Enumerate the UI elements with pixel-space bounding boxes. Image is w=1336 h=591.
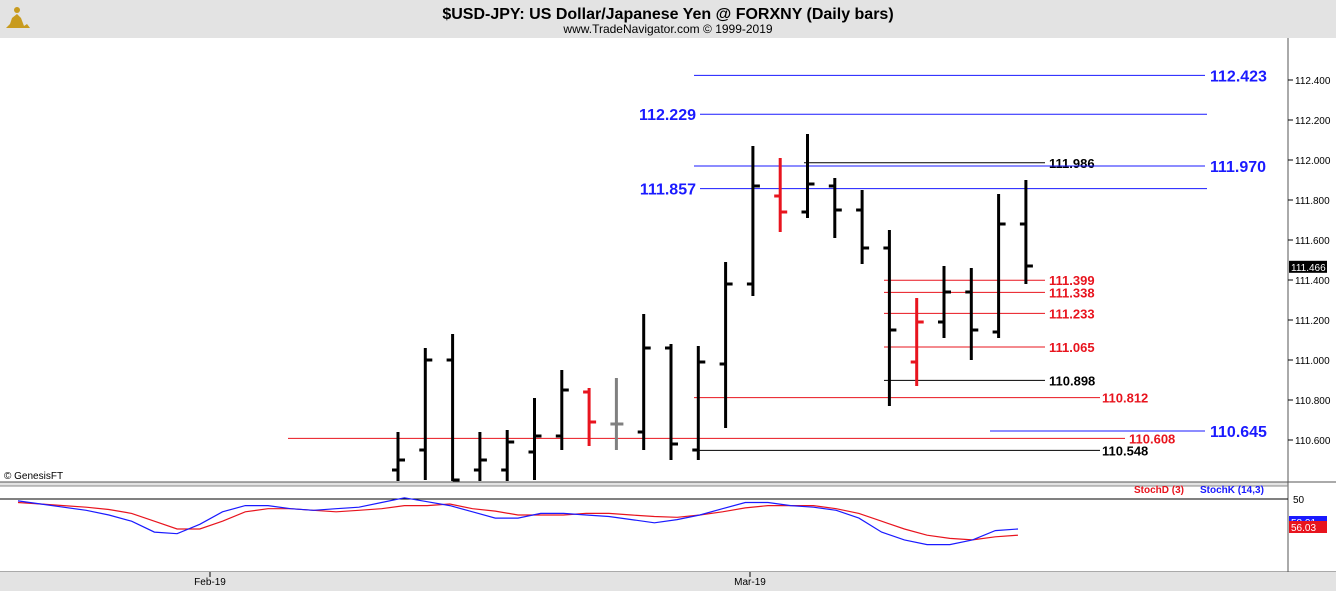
ohlc-bar bbox=[665, 344, 678, 460]
level-label: 110.608 bbox=[1129, 431, 1175, 446]
x-tick-label: Feb-19 bbox=[194, 577, 226, 588]
x-tick-label: Mar-19 bbox=[734, 577, 766, 588]
y-tick-label: 112.200 bbox=[1295, 116, 1331, 127]
level-label: 110.548 bbox=[1102, 443, 1148, 458]
time-axis-labels: Feb-19 Mar-19 bbox=[194, 572, 766, 588]
ohlc-bar bbox=[801, 134, 815, 218]
stoch-y-tick: 50 bbox=[1293, 495, 1305, 506]
price-axis-panel bbox=[1288, 38, 1336, 572]
bars-layer bbox=[392, 134, 1033, 482]
ohlc-bar bbox=[719, 262, 733, 428]
stochastic-panel bbox=[0, 486, 1288, 572]
ohlc-bar bbox=[910, 298, 924, 386]
ohlc-bar bbox=[419, 348, 433, 480]
level-label: 110.645 bbox=[1210, 424, 1267, 441]
y-tick-label: 110.600 bbox=[1295, 436, 1331, 447]
level-label: 110.812 bbox=[1102, 391, 1148, 406]
legend-stochd: StochD (3) bbox=[1134, 485, 1184, 496]
current-price-box bbox=[1289, 260, 1327, 273]
legend-stochk: StochK (14,3) bbox=[1200, 485, 1264, 496]
ohlc-bar bbox=[528, 398, 542, 480]
ohlc-bar bbox=[392, 432, 405, 481]
level-label: 111.233 bbox=[1049, 306, 1095, 321]
level-label: 111.857 bbox=[640, 182, 696, 199]
ohlc-bar bbox=[446, 334, 460, 482]
time-axis bbox=[0, 572, 1336, 591]
stochd-value-box bbox=[1289, 521, 1327, 533]
ohlc-bar bbox=[501, 430, 515, 481]
ohlc-bar bbox=[828, 178, 842, 238]
ohlc-bar bbox=[555, 370, 569, 450]
stoch-line bbox=[17, 497, 1019, 546]
stochastic-layer: StochD (3)StochK (14,3)5058.0156.03 bbox=[0, 485, 1327, 546]
level-label: 110.898 bbox=[1049, 373, 1095, 388]
chart-title: $USD-JPY: US Dollar/Japanese Yen @ FORXN… bbox=[442, 6, 893, 23]
logo bbox=[2, 2, 36, 34]
ohlc-bar bbox=[856, 190, 870, 264]
level-label: 111.399 bbox=[1049, 273, 1095, 288]
y-tick-label: 111.000 bbox=[1295, 356, 1330, 367]
ohlc-bar bbox=[692, 346, 706, 460]
stoch-line bbox=[17, 501, 1019, 541]
level-label: 111.065 bbox=[1049, 340, 1095, 355]
ohlc-bar bbox=[746, 146, 760, 296]
level-label: 112.229 bbox=[639, 107, 696, 124]
genie-lamp-icon bbox=[6, 14, 30, 28]
lamp-flame-icon bbox=[14, 7, 20, 13]
y-tick-label: 110.800 bbox=[1295, 396, 1331, 407]
watermark: © GenesisFT bbox=[4, 471, 63, 482]
ohlc-bar bbox=[610, 378, 624, 450]
ohlc-bar bbox=[473, 432, 487, 481]
ohlc-bar bbox=[965, 268, 979, 360]
levels-layer: 112.423 112.229 111.986 111.970 111.857 111.3… bbox=[288, 68, 1267, 458]
ohlc-bar bbox=[883, 230, 897, 406]
y-tick-label: 111.600 bbox=[1295, 236, 1330, 247]
level-label: 112.423 bbox=[1210, 68, 1267, 85]
level-label: 111.338 bbox=[1049, 285, 1095, 300]
ohlc-bar bbox=[774, 158, 788, 232]
level-label: 111.970 bbox=[1210, 159, 1266, 176]
y-tick-label: 111.400 bbox=[1295, 276, 1330, 287]
level-label: 111.986 bbox=[1049, 156, 1095, 171]
y-tick-label: 111.800 bbox=[1295, 196, 1330, 207]
ohlc-bar bbox=[992, 194, 1006, 338]
y-tick-label: 112.400 bbox=[1295, 76, 1331, 87]
current-price-label: 111.466 bbox=[1291, 263, 1326, 274]
ohlc-bar bbox=[583, 388, 597, 446]
y-tick-label: 111.200 bbox=[1295, 316, 1330, 327]
stochd-value: 56.03 bbox=[1291, 523, 1316, 534]
price-axis: 112.400 112.200 112.000 111.800 111.600 111.4… bbox=[1288, 76, 1331, 447]
ohlc-bar bbox=[1019, 180, 1033, 284]
ohlc-bar bbox=[938, 266, 951, 338]
ohlc-bar bbox=[637, 314, 651, 450]
chart-subtitle: www.TradeNavigator.com © 1999-2019 bbox=[562, 22, 772, 36]
y-tick-label: 112.000 bbox=[1295, 156, 1331, 167]
